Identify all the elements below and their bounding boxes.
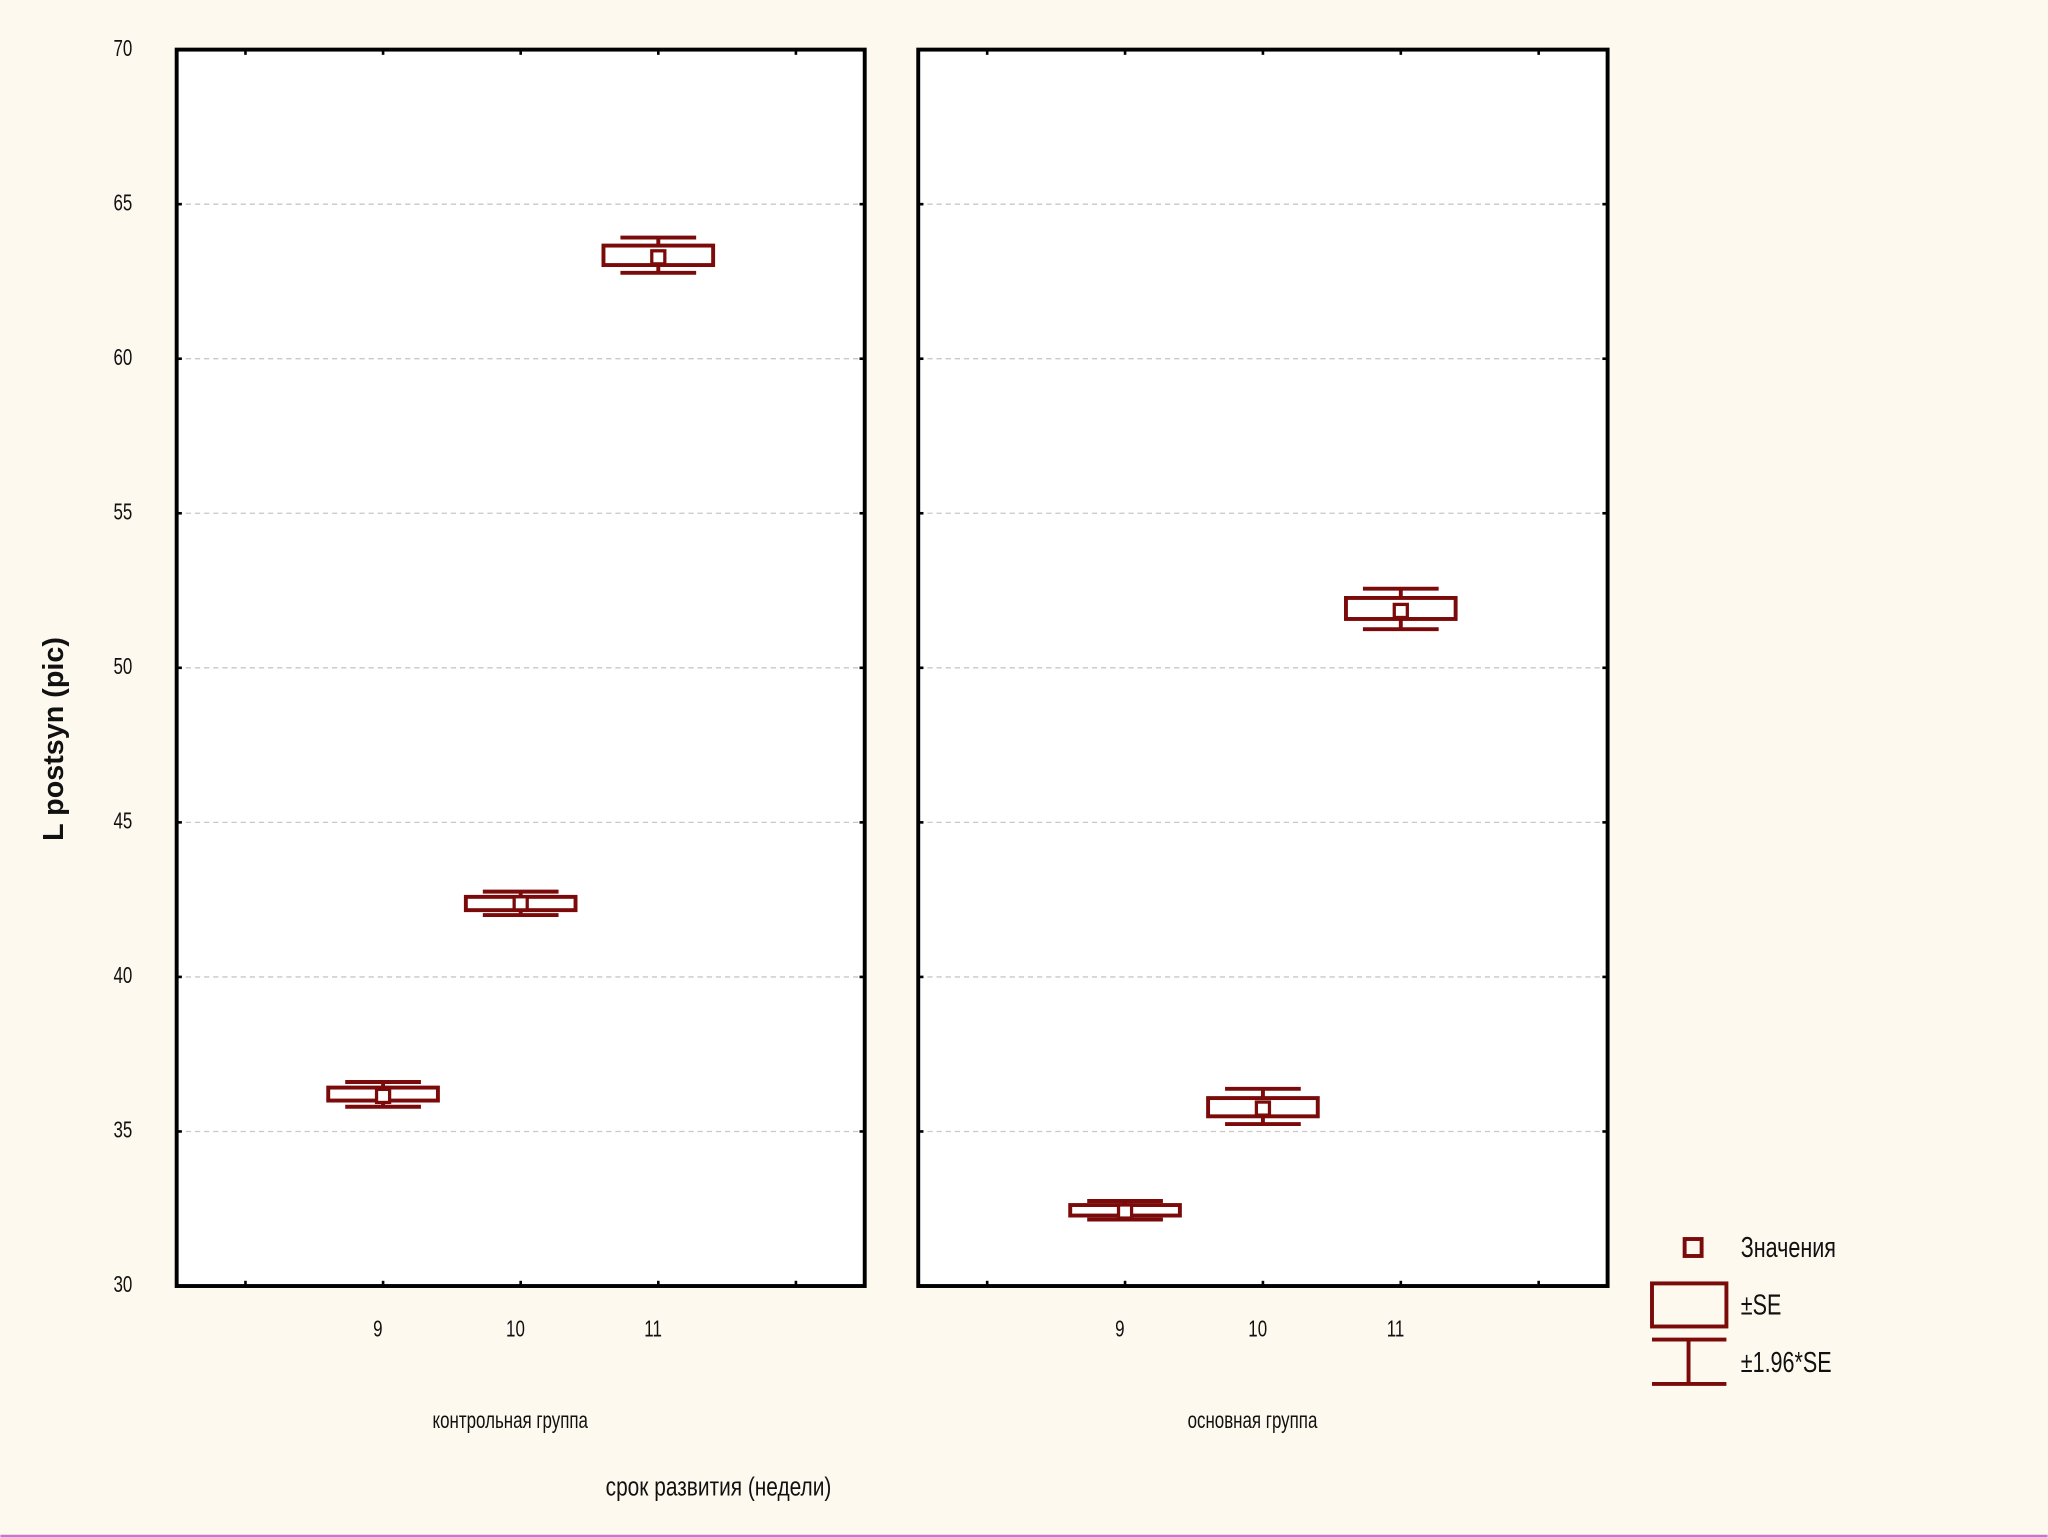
mean-marker [1392,602,1409,620]
x-tick-label: 11 [1387,1316,1405,1342]
y-tick-label: 45 [113,808,132,834]
x-tick-label: 10 [506,1316,525,1342]
legend-label: ±1.96*SE [1741,1347,1832,1379]
x-tick-label: 11 [644,1316,662,1342]
y-tick-label: 30 [113,1272,132,1298]
legend-mean-icon [1682,1237,1704,1258]
y-axis-title: L postsyn (pic) [38,637,70,841]
x-tick-label: 9 [373,1316,382,1342]
x-axis-title: срок развития (недели) [606,1473,832,1502]
y-tick-label: 60 [113,344,132,370]
y-tick-label: 65 [113,190,132,216]
legend-label: ±SE [1741,1290,1782,1322]
y-tick-label: 70 [113,35,132,61]
y-tick-label: 55 [113,499,132,525]
legend-label: Значения [1741,1232,1836,1264]
panel-label: контрольная группа [433,1407,589,1433]
plot-frame [916,47,1610,1288]
legend: Значения ±SE ±1.96*SE [1650,1232,1836,1386]
mean-marker [512,895,529,912]
panel-label: основная группа [1188,1407,1318,1433]
plot-frame [174,47,867,1288]
x-tick-label: 9 [1115,1316,1124,1342]
legend-se-icon [1650,1281,1729,1329]
mean-marker [374,1087,392,1105]
y-tick-label: 35 [113,1117,132,1143]
y-tick-label: 40 [113,962,132,988]
mean-marker [1116,1203,1134,1220]
x-tick-label: 10 [1248,1316,1267,1342]
legend-ci-icon [1651,1337,1727,1386]
mean-marker [1254,1100,1272,1117]
mean-marker [650,249,667,266]
y-tick-label: 50 [113,653,132,679]
